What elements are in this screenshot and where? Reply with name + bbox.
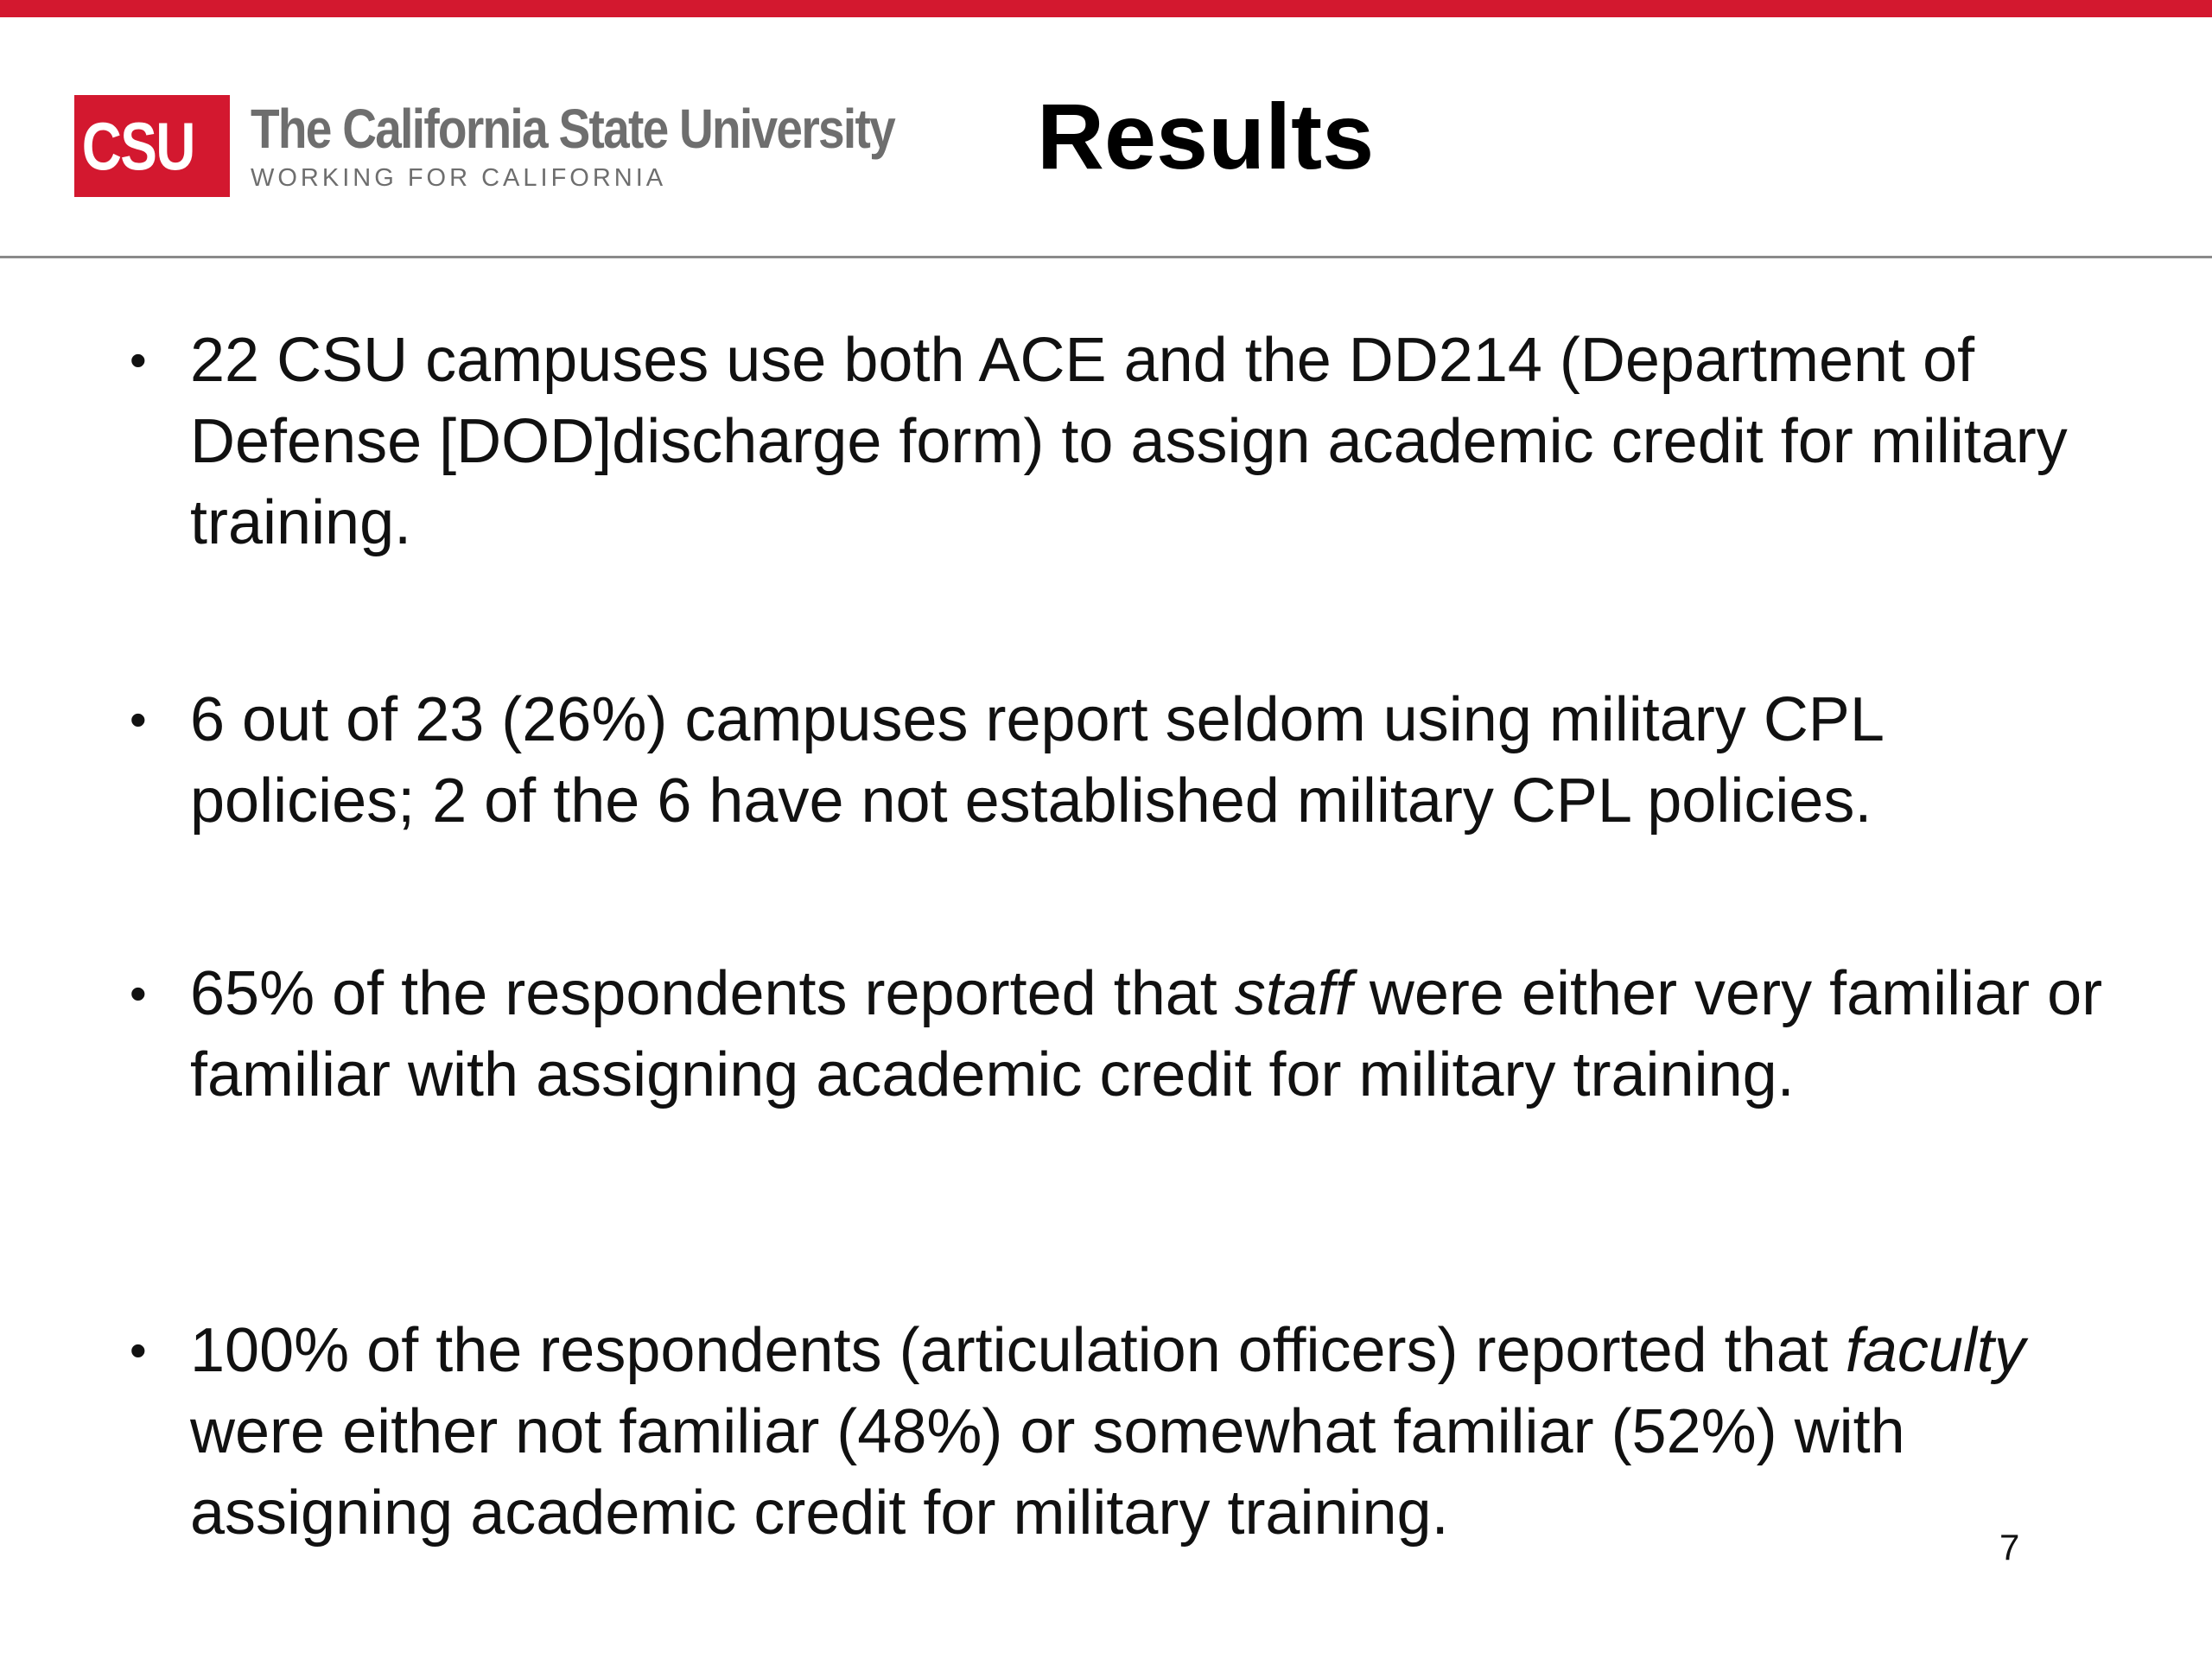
- bullet-text-part: were either very familiar or familiar wi…: [190, 959, 2103, 1109]
- bullet-emphasis: staff: [1234, 959, 1352, 1028]
- top-accent-bar: [0, 0, 2212, 17]
- csu-logo-text: The California State University WORKING …: [251, 101, 999, 191]
- bullet-text-part: 100% of the respondents (articulation of…: [190, 1316, 1846, 1385]
- bullet-dot-icon: •: [130, 692, 147, 747]
- bullet-text-part: were either not familiar (48%) or somewh…: [190, 1397, 1905, 1548]
- csu-logo-mark: CSU: [74, 95, 230, 197]
- bullet-text: 65% of the respondents reported that sta…: [190, 953, 2117, 1116]
- bullet-dot-icon: •: [130, 1323, 147, 1377]
- bullet-dot-icon: •: [130, 966, 147, 1020]
- bullet-item: • 6 out of 23 (26%) campuses report seld…: [130, 679, 2117, 842]
- slide-title: Results: [1037, 84, 1375, 188]
- csu-logo-name: The California State University: [251, 98, 896, 160]
- header-divider: [0, 256, 2212, 258]
- page-number: 7: [1999, 1527, 2020, 1567]
- bullet-emphasis: faculty: [1845, 1316, 2025, 1385]
- bullet-text: 22 CSU campuses use both ACE and the DD2…: [190, 320, 2117, 563]
- csu-logo: CSU The California State University WORK…: [74, 95, 999, 197]
- bullet-text-part: 22 CSU campuses use both ACE and the DD2…: [190, 326, 2068, 557]
- bullet-text: 6 out of 23 (26%) campuses report seldom…: [190, 679, 2117, 842]
- bullet-text-part: 65% of the respondents reported that: [190, 959, 1235, 1028]
- csu-logo-tagline: WORKING FOR CALIFORNIA: [251, 164, 667, 192]
- bullet-dot-icon: •: [130, 333, 147, 387]
- csu-logo-mark-text: CSU: [81, 107, 196, 184]
- bullet-text-part: 6 out of 23 (26%) campuses report seldom…: [190, 685, 1883, 836]
- bullet-item: • 100% of the respondents (articulation …: [130, 1310, 2117, 1554]
- bullet-item: • 65% of the respondents reported that s…: [130, 953, 2117, 1116]
- bullet-item: • 22 CSU campuses use both ACE and the D…: [130, 320, 2117, 563]
- bullet-text: 100% of the respondents (articulation of…: [190, 1310, 2117, 1554]
